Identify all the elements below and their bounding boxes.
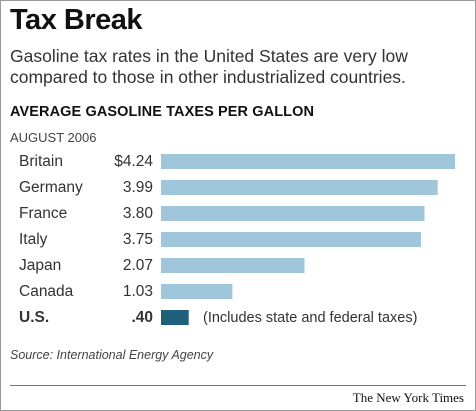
bar-britain — [161, 154, 455, 169]
category-label-britain: Britain — [19, 153, 63, 170]
category-label-france: France — [19, 205, 67, 222]
category-label-u-s: U.S. — [19, 309, 49, 326]
value-label-italy: 3.75 — [123, 231, 153, 248]
bar-chart: Britain $4.24 Germany 3.99 France 3.80 Italy 3.… — [19, 153, 455, 326]
value-label-france: 3.80 — [123, 205, 154, 222]
value-label-u-s: .40 — [131, 309, 153, 326]
bar-japan — [161, 258, 305, 273]
category-label-japan: Japan — [19, 257, 61, 274]
value-label-britain: $4.24 — [114, 153, 153, 170]
value-label-germany: 3.99 — [123, 179, 153, 196]
chart-date: AUGUST 2006 — [10, 130, 97, 145]
category-label-italy: Italy — [19, 231, 48, 248]
source-note: Source: International Energy Agency — [10, 348, 214, 362]
value-label-japan: 2.07 — [123, 257, 153, 274]
us-annotation: (Includes state and federal taxes) — [203, 310, 417, 326]
category-label-canada: Canada — [19, 283, 74, 300]
footer-divider — [10, 385, 466, 386]
graphic-subtitle: Gasoline tax rates in the United States … — [10, 46, 408, 87]
bar-france — [161, 206, 425, 221]
bar-italy — [161, 232, 421, 247]
category-label-germany: Germany — [19, 179, 83, 196]
value-label-canada: 1.03 — [123, 283, 153, 300]
bar-germany — [161, 180, 438, 195]
publisher-credit: The New York Times — [352, 390, 464, 405]
graphic-title: Tax Break — [10, 4, 143, 36]
chart-title: AVERAGE GASOLINE TAXES PER GALLON — [10, 104, 315, 120]
bar-canada — [161, 284, 233, 299]
bar-u-s — [161, 310, 189, 325]
